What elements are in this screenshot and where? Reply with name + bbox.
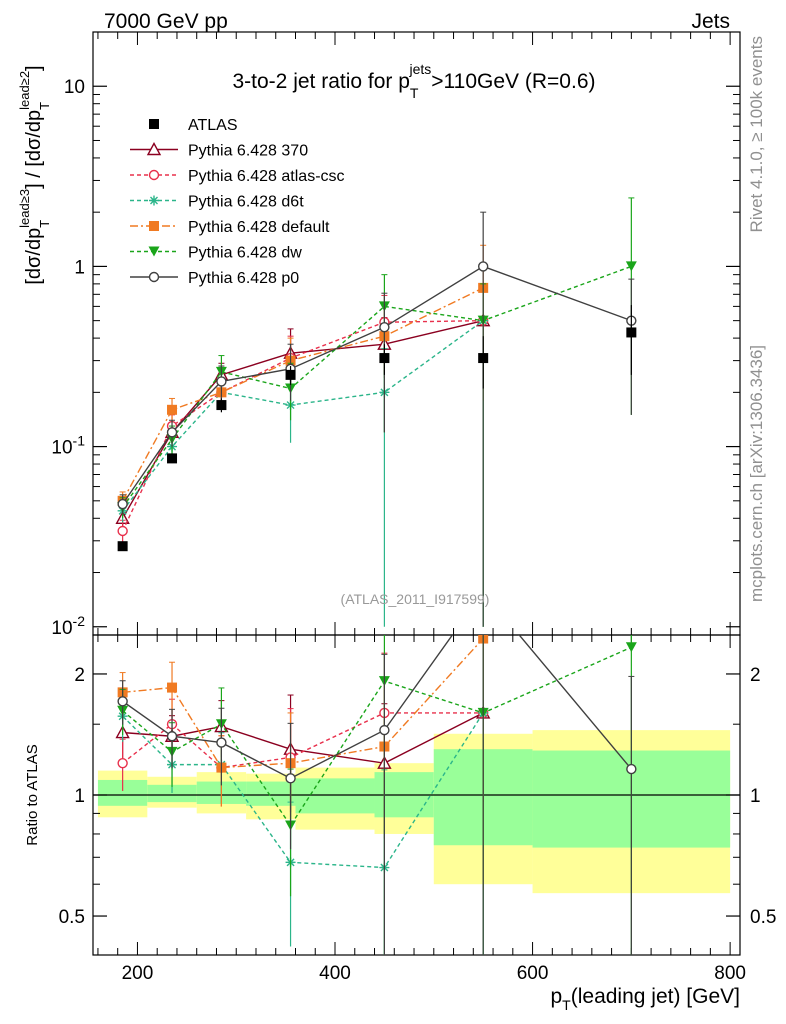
data-point [166,427,178,438]
ratio-band-green [246,781,296,806]
legend-marker [149,119,159,129]
main-panel: 10-2 10-1 1 10 3-to-2 jet ratio for pTjets>… [17,31,741,639]
main-y-axis-label: [dσ/dpTlead≥3] / [dσ/dpTlead≥2] [17,65,52,284]
ratio-point [216,737,227,748]
ratio-line [122,712,484,869]
main-y-tick-label: 10 [64,77,85,98]
series-line [122,287,484,502]
legend-entry-pythia-6-428-atlas-csc: Pythia 6.428 atlas-csc [130,168,345,185]
x-tick-label: 400 [319,963,351,984]
data-point [216,400,227,411]
legend-entry-atlas: ATLAS [149,117,238,134]
legend-entry-pythia-6-428-p0: Pythia 6.428 p0 [130,270,299,287]
legend-entry-pythia-6-428-d6t: Pythia 6.428 d6t [130,194,304,211]
ratio-y-tick-label: 1 [74,786,85,807]
mcplots-label: mcplots.cern.ch [arXiv:1306.3436] [747,345,766,602]
legend-entry-pythia-6-428-dw: Pythia 6.428 dw [130,245,302,262]
legend-label: Pythia 6.428 dw [188,245,302,262]
data-point [478,353,489,364]
ratio-y-tick-label-right: 0.5 [750,907,776,928]
legend-marker [149,221,159,231]
legend-label: Pythia 6.428 d6t [188,194,304,211]
data-point [285,369,296,380]
x-tick-label: 200 [122,963,154,984]
ratio-point [625,642,637,653]
series-line [122,319,484,519]
data-point [117,498,128,510]
ratio-point [166,731,178,742]
legend-marker [148,271,160,283]
series-line [122,320,484,512]
ratio-line [122,712,484,764]
rivet-label: Rivet 4.1.0, ≥ 100k events [747,36,766,232]
legend-entry-pythia-6-428-370: Pythia 6.428 370 [130,142,308,160]
legend: ATLAS Pythia 6.428 370 Pythia 6.428 atlas-… [130,117,345,287]
ratio-band-green [295,778,375,814]
ratio-point [626,763,637,775]
data-point [379,353,390,364]
main-y-tick-label: 10-2 [51,613,85,639]
data-point [625,261,637,272]
data-point [117,541,128,552]
main-y-tick-label: 10-1 [51,433,85,459]
header-left: 7000 GeV pp [104,10,228,33]
ratio-y-tick-label-right: 1 [750,786,761,807]
analysis-tag: (ATLAS_2011_I917599) [341,591,490,607]
legend-entry-pythia-6-428-default: Pythia 6.428 default [130,219,330,236]
series-line [122,265,632,508]
data-point [167,453,178,464]
legend-marker [146,142,162,156]
ratio-series-pythia-6-428-p0 [117,635,637,955]
x-tick-label: 800 [714,963,746,984]
legend-label: Pythia 6.428 atlas-csc [188,168,345,185]
main-y-tick-label: 1 [74,257,85,278]
legend-marker [148,246,160,257]
legend-label: Pythia 6.428 370 [188,143,308,160]
ratio-panel: 0.5 0.5 1 1 2 2 200 400 600 800 Ratio to ATLAS pT… [24,634,776,1013]
series-line [122,265,632,505]
ratio-line [122,638,484,769]
ratio-y-axis-label: Ratio to ATLAS [24,744,41,845]
legend-label: Pythia 6.428 default [188,219,330,236]
data-point [216,376,227,387]
legend-marker [148,169,160,181]
ratio-point [285,773,296,784]
ratio-point [379,724,390,736]
legend-label: Pythia 6.428 p0 [188,270,299,287]
series-atlas [117,305,637,552]
main-title: 3-to-2 jet ratio for pTjets>110GeV (R=0.… [233,61,596,101]
series-pythia-6-428-dw [117,197,637,627]
legend-marker [149,195,159,206]
data-point [379,321,390,333]
data-point [477,261,489,272]
ratio-point [117,696,128,707]
ratio-point [117,757,128,769]
header-right: Jets [691,10,730,33]
ratio-point [167,682,178,693]
ratio-y-tick-label-right: 2 [750,665,761,686]
ratio-y-tick-label: 0.5 [59,907,85,928]
legend-label: ATLAS [188,117,238,134]
data-point [626,327,637,338]
ratio-y-tick-label: 2 [74,665,85,686]
x-axis-label: pT(leading jet) [GeV] [550,985,740,1013]
data-point [117,525,128,537]
ratio-band-green [147,784,197,803]
x-tick-label: 600 [517,963,549,984]
series-pythia-6-428-atlas-csc [117,288,489,544]
data-point [167,404,178,415]
